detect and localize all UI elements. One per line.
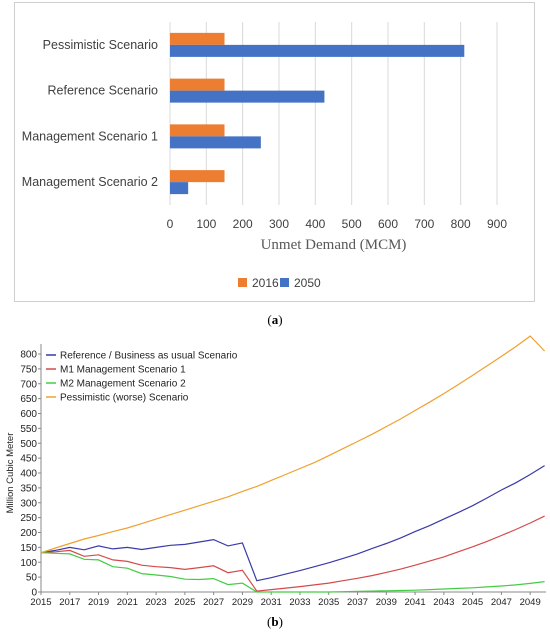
legend-label: M1 Management Scenario 1	[60, 365, 186, 376]
x-tick-label: 2023	[146, 597, 167, 608]
x-tick-label: 2043	[433, 597, 454, 608]
legend-label: M2 Management Scenario 2	[60, 379, 186, 390]
x-axis-title: Unmet Demand (MCM)	[261, 237, 407, 253]
caption-b-open: (	[267, 614, 272, 629]
y-tick-label: 700	[20, 379, 37, 390]
series-line-M2 Management Scenario 2	[40, 552, 545, 593]
y-tick-label: 750	[20, 364, 37, 375]
legend-swatch-2050	[280, 278, 289, 287]
category-label: Management Scenario 1	[22, 129, 158, 143]
y-tick-label: 400	[20, 469, 37, 480]
legend-label: 2050	[294, 276, 321, 290]
caption-a-close: )	[278, 312, 283, 327]
bar-2016	[170, 78, 225, 91]
y-tick-label: 200	[20, 528, 37, 539]
y-tick-label: 600	[20, 409, 37, 420]
series-line-Reference / Business as usual Scenario	[40, 465, 545, 582]
y-tick-label: 50	[26, 573, 38, 584]
caption-b-letter: b	[271, 614, 279, 629]
legend-label: 2016	[252, 276, 279, 290]
y-tick-label: 550	[20, 424, 37, 435]
x-tick-label: 2015	[30, 597, 51, 608]
caption-a-open: (	[267, 312, 272, 327]
x-tick-label: 2033	[289, 597, 310, 608]
caption-a-letter: a	[271, 312, 279, 327]
category-label: Pessimistic Scenario	[43, 38, 158, 52]
x-tick-label: 2029	[232, 597, 253, 608]
series-line-M1 Management Scenario 1	[40, 515, 545, 592]
bar-2050	[170, 182, 189, 195]
x-tick-label: 2045	[462, 597, 483, 608]
caption-b-close: )	[278, 614, 283, 629]
legend-label: Pessimistic (worse) Scenario	[60, 393, 189, 404]
y-tick-label: 350	[20, 483, 37, 494]
bar-2016	[170, 170, 225, 183]
x-tick-label: 700	[414, 217, 434, 231]
caption-b: (b)	[0, 614, 550, 630]
category-label: Management Scenario 2	[22, 175, 158, 189]
y-tick-label: 250	[20, 513, 37, 524]
x-tick-label: 400	[305, 217, 325, 231]
x-tick-label: 2041	[405, 597, 426, 608]
x-tick-label: 200	[233, 217, 253, 231]
x-tick-label: 2031	[261, 597, 282, 608]
chart-b-time-series: 0 50 100 150 200 250 300 350 400 450 500 550 600 650 7…	[5, 335, 546, 608]
legend-label: Reference / Business as usual Scenario	[60, 351, 238, 362]
x-tick-label: 2035	[318, 597, 339, 608]
x-tick-label: 2039	[376, 597, 397, 608]
chart-a-unmet-demand: 0 100 200 300 400 500 600 700 800 900 Pessimistic …	[22, 22, 507, 290]
y-tick-label: 150	[20, 543, 37, 554]
x-tick-label: 2021	[117, 597, 138, 608]
y-tick-label: 100	[20, 558, 37, 569]
x-tick-label: 0	[167, 217, 174, 231]
caption-a: (a)	[0, 312, 550, 328]
x-tick-label: 2027	[203, 597, 224, 608]
x-tick-label: 2049	[520, 597, 541, 608]
category-label: Reference Scenario	[48, 84, 159, 98]
bar-2050	[170, 44, 465, 57]
y-tick-label: 300	[20, 498, 37, 509]
y-axis-title: Million Cubic Meter	[5, 433, 16, 514]
bar-2016	[170, 124, 225, 137]
y-tick-label: 800	[20, 350, 37, 361]
bar-2050	[170, 90, 325, 103]
x-tick-label: 600	[378, 217, 398, 231]
y-tick-label: 650	[20, 394, 37, 405]
bar-2050	[170, 136, 261, 149]
x-tick-label: 2017	[59, 597, 80, 608]
x-tick-label: 100	[196, 217, 216, 231]
y-tick-label: 450	[20, 454, 37, 465]
y-tick-label: 0	[31, 588, 37, 599]
legend-swatch-2016	[238, 278, 247, 287]
x-tick-label: 2019	[88, 597, 109, 608]
bar-2016	[170, 32, 225, 45]
x-tick-label: 300	[269, 217, 289, 231]
x-tick-label: 2037	[347, 597, 368, 608]
x-tick-label: 900	[487, 217, 507, 231]
x-tick-label: 2025	[174, 597, 195, 608]
x-tick-label: 2047	[491, 597, 512, 608]
series-line-Pessimistic (worse) Scenario	[40, 335, 546, 554]
x-tick-label: 800	[451, 217, 471, 231]
x-tick-label: 500	[342, 217, 362, 231]
y-tick-label: 500	[20, 439, 37, 450]
